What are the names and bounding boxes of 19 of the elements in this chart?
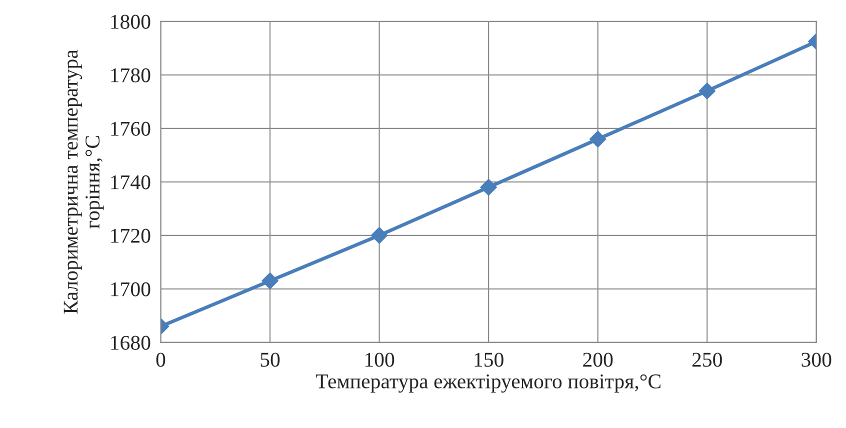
- y-tick-label: 1680: [111, 336, 150, 350]
- y-tick-label: 1720: [111, 228, 150, 243]
- y-tick-label: 1780: [111, 68, 150, 82]
- y-tick-label: 1800: [111, 14, 150, 29]
- point: [370, 227, 388, 244]
- x-tick-label: 150: [474, 352, 504, 367]
- x-tick-label: 0: [156, 352, 166, 367]
- x-tick-label: 250: [692, 352, 722, 367]
- y-tick-label: 1740: [111, 175, 150, 190]
- x-axis-title: Температура ежектіруемого повітря,°C: [316, 374, 660, 393]
- x-tick-label: 100: [366, 352, 394, 367]
- point: [589, 130, 606, 148]
- y-axis-title: Калориметрична температура горіння,°C: [64, 50, 104, 314]
- x-tick-label: 300: [802, 352, 832, 367]
- y-tick-label: 1700: [111, 282, 150, 296]
- point: [480, 178, 497, 196]
- x-tick-label: 200: [583, 352, 613, 367]
- x-tick-label: 50: [260, 352, 280, 367]
- y-tick-label: 1760: [111, 122, 150, 136]
